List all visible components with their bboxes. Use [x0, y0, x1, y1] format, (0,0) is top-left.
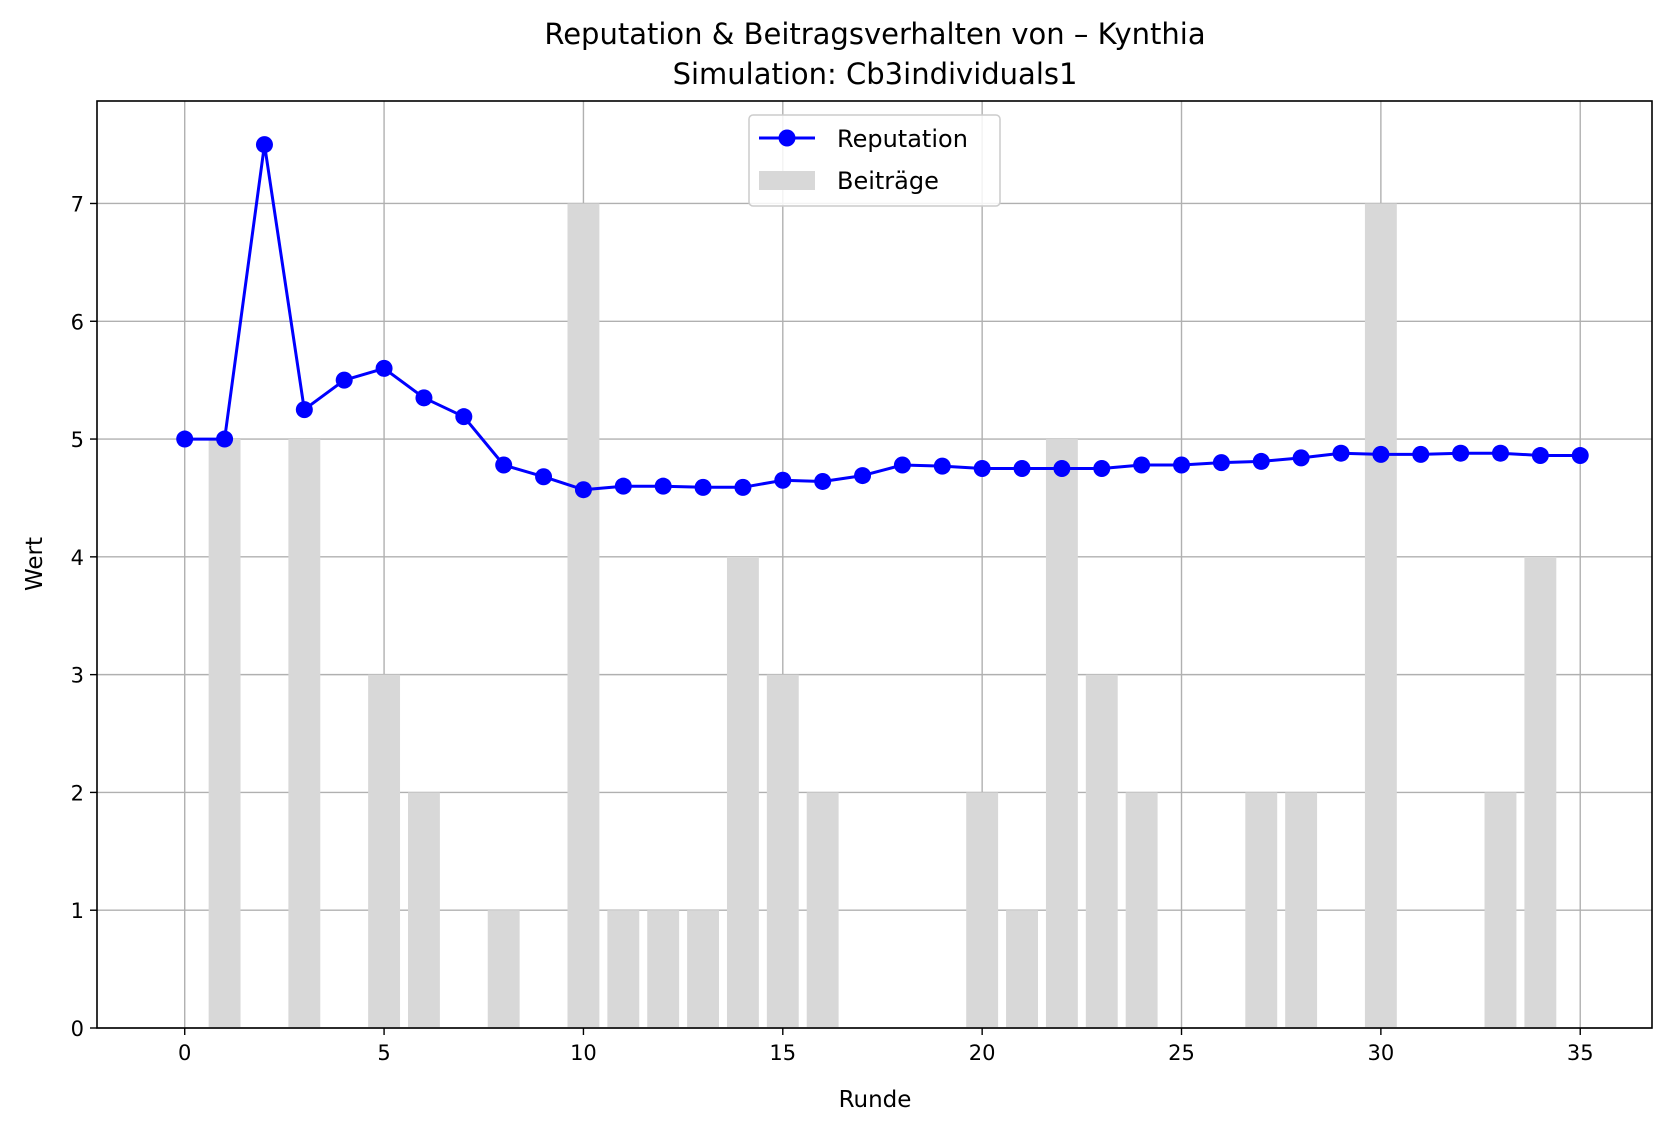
legend: Reputation Beiträge [748, 114, 1001, 207]
chart-subtitle: Simulation: Cb3individuals1 [673, 57, 1078, 91]
reputation-point [216, 430, 234, 448]
y-tick-label: 0 [71, 1017, 84, 1041]
reputation-point [774, 471, 792, 489]
reputation-point [1292, 449, 1310, 467]
reputation-point [1212, 454, 1230, 472]
bar-beitraege [208, 439, 241, 1028]
reputation-point [1093, 460, 1111, 478]
reputation-point [1133, 456, 1151, 474]
legend-label-reputation: Reputation [837, 125, 968, 153]
reputation-point [335, 371, 353, 389]
y-axis-ticks: 0 1 2 3 4 5 6 7 [71, 192, 97, 1041]
reputation-point [375, 359, 393, 377]
reputation-point [295, 401, 313, 419]
reputation-point [694, 478, 712, 496]
bar-beitraege [1085, 674, 1118, 1028]
x-tick-label: 30 [1368, 1041, 1395, 1065]
bar-beitraege [1245, 792, 1278, 1028]
reputation-point [1332, 444, 1350, 462]
bar-beitraege [766, 674, 799, 1028]
chart-title: Reputation & Beitragsverhalten von – Kyn… [544, 17, 1205, 51]
reputation-point [495, 456, 513, 474]
reputation-point [1571, 447, 1589, 465]
y-tick-label: 4 [71, 546, 84, 570]
reputation-point [893, 456, 911, 474]
plot-area [97, 101, 1652, 1028]
y-tick-label: 5 [71, 428, 84, 452]
x-tick-label: 25 [1168, 1041, 1195, 1065]
reputation-point [1412, 445, 1430, 463]
bar-beitraege [1524, 556, 1557, 1028]
x-axis-ticks: 0 5 10 15 20 25 30 35 [178, 1028, 1594, 1065]
bar-beitraege [1484, 792, 1517, 1028]
reputation-point [1053, 460, 1071, 478]
bar-beitraege [1364, 203, 1397, 1028]
legend-label-beitraege: Beiträge [837, 167, 939, 195]
reputation-point [1173, 456, 1191, 474]
reputation-point [973, 460, 991, 478]
bar-beitraege [687, 910, 719, 1028]
reputation-point [614, 477, 632, 495]
reputation-point [654, 477, 672, 495]
x-tick-label: 10 [570, 1041, 597, 1065]
bar-beitraege [647, 910, 680, 1028]
bar-beitraege [368, 674, 401, 1028]
bar-beitraege [607, 910, 640, 1028]
reputation-point [1013, 460, 1031, 478]
bar-beitraege [1285, 792, 1318, 1028]
plot-frame [96, 100, 1653, 1029]
reputation-point [734, 478, 752, 496]
bar-series-beitraege [208, 203, 1557, 1028]
bar-beitraege [288, 439, 321, 1028]
points-reputation [176, 136, 1589, 499]
y-tick-label: 6 [71, 310, 84, 334]
x-tick-label: 0 [178, 1041, 191, 1065]
x-tick-label: 5 [377, 1041, 390, 1065]
bar-beitraege [1006, 910, 1038, 1028]
bar-beitraege [1045, 439, 1078, 1028]
reputation-point [814, 472, 832, 490]
y-tick-label: 3 [71, 664, 84, 688]
reputation-point [933, 457, 951, 475]
bar-beitraege [408, 792, 440, 1028]
legend-marker-swatch [778, 129, 796, 147]
reputation-point [255, 136, 273, 154]
bar-beitraege [1125, 792, 1158, 1028]
y-tick-label: 2 [71, 781, 84, 805]
legend-bar-swatch [759, 171, 815, 190]
reputation-point [1531, 447, 1549, 465]
bar-beitraege [806, 792, 839, 1028]
reputation-point [854, 467, 872, 485]
reputation-point [535, 468, 553, 486]
x-tick-label: 20 [969, 1041, 996, 1065]
reputation-point [455, 408, 473, 426]
bar-beitraege [966, 792, 999, 1028]
bar-beitraege [567, 203, 600, 1028]
y-axis-label: Wert [22, 537, 48, 591]
reputation-point [415, 389, 433, 407]
reputation-point [1372, 445, 1390, 463]
reputation-point [1491, 444, 1509, 462]
x-tick-label: 15 [769, 1041, 796, 1065]
reputation-point [1452, 444, 1470, 462]
reputation-point [1252, 452, 1270, 470]
bar-beitraege [487, 910, 520, 1028]
y-tick-label: 1 [71, 899, 84, 923]
reputation-point [574, 481, 592, 499]
x-axis-label: Runde [839, 1087, 912, 1113]
y-tick-label: 7 [71, 192, 84, 216]
bar-beitraege [726, 556, 759, 1028]
x-tick-label: 35 [1567, 1041, 1594, 1065]
reputation-point [176, 430, 194, 448]
